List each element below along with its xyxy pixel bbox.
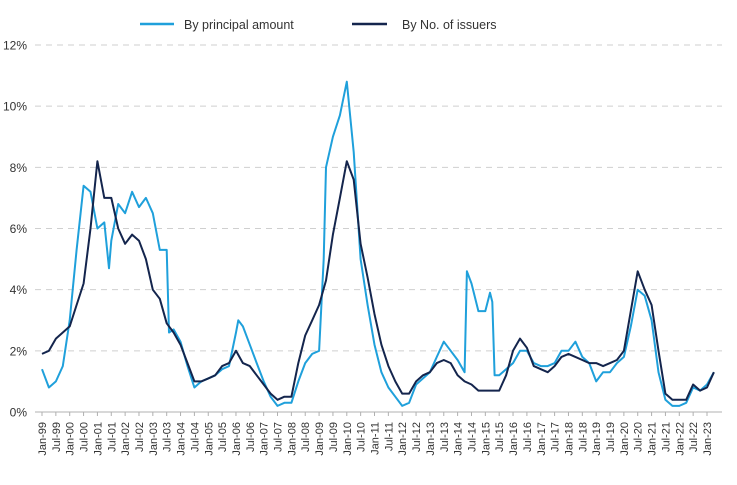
x-tick-label: Jul-19 — [605, 422, 617, 452]
x-tick-label: Jul-07 — [273, 422, 285, 452]
x-tick-label: Jan-14 — [453, 422, 465, 456]
y-tick-label: 8% — [10, 161, 28, 175]
legend-label-principal: By principal amount — [184, 18, 294, 32]
gridlines — [35, 44, 722, 352]
x-tick-label: Jul-99 — [51, 422, 63, 452]
x-tick-label: Jul-21 — [660, 422, 672, 452]
x-tick-label: Jan-11 — [370, 422, 382, 455]
x-tick-label: Jul-17 — [550, 422, 562, 452]
x-tick-label: Jul-16 — [522, 422, 534, 452]
x-tick-label: Jan-19 — [591, 422, 603, 456]
x-tick-label: Jan-07 — [259, 422, 271, 456]
x-tick-label: Jul-18 — [577, 422, 589, 452]
x-tick-label: Jan-03 — [148, 422, 160, 456]
x-tick-label: Jul-05 — [217, 422, 229, 452]
x-tick-label: Jan-01 — [92, 422, 104, 456]
x-tick-label: Jan-02 — [120, 422, 132, 456]
x-tick-label: Jan-06 — [231, 422, 243, 456]
x-tick-label: Jan-21 — [647, 422, 659, 456]
x-tick-label: Jan-09 — [314, 422, 326, 456]
x-tick-label: Jan-13 — [425, 422, 437, 456]
x-tick-label: Jan-15 — [480, 422, 492, 456]
x-tick-label: Jan-17 — [536, 422, 548, 456]
x-tick-label: Jul-06 — [245, 422, 257, 452]
y-tick-label: 0% — [10, 406, 28, 420]
x-tick-label: Jul-04 — [189, 422, 201, 452]
x-tick-label: Jul-13 — [439, 422, 451, 452]
x-tick-label: Jul-11 — [383, 422, 395, 451]
x-tick-label: Jul-12 — [411, 422, 423, 452]
x-tick-label: Jul-03 — [162, 422, 174, 452]
y-tick-label: 6% — [10, 222, 28, 236]
x-tick-label: Jul-15 — [494, 422, 506, 452]
y-tick-label: 10% — [3, 100, 27, 114]
y-tick-label: 2% — [10, 344, 28, 358]
x-tick-label: Jul-20 — [633, 422, 645, 452]
x-tick-label: Jul-00 — [79, 422, 91, 452]
x-tick-label: Jul-09 — [328, 422, 340, 452]
x-tick-label: Jul-10 — [356, 422, 368, 452]
x-tick-label: Jan-99 — [37, 422, 49, 456]
x-tick-label: Jan-16 — [508, 422, 520, 456]
x-tick-label: Jan-08 — [286, 422, 298, 456]
x-axis: Jan-99 Jul-99 Jan-00 Jul-00 Jan-01 Jul-01 Jan-… — [35, 411, 722, 456]
x-tick-label: Jan-22 — [674, 422, 686, 456]
series-line-issuers — [41, 160, 715, 401]
y-tick-label: 4% — [10, 283, 28, 297]
x-tick-label: Jul-22 — [688, 422, 700, 452]
x-tick-label: Jan-23 — [702, 422, 714, 456]
legend: By principal amount By No. of issuers — [140, 18, 496, 32]
series-line-principal — [41, 80, 715, 407]
x-tick-label: Jan-10 — [342, 422, 354, 456]
x-tick-label: Jul-02 — [134, 422, 146, 452]
y-axis: 0% 2% 4% 6% 8% 10% 12% — [3, 39, 27, 420]
x-tick-label: Jan-20 — [619, 422, 631, 456]
x-tick-label: Jan-18 — [563, 422, 575, 456]
series-lines — [41, 80, 715, 407]
x-tick-label: Jan-05 — [203, 422, 215, 456]
x-tick-label: Jan-12 — [397, 422, 409, 456]
legend-label-issuers: By No. of issuers — [402, 18, 496, 32]
x-tick-label: Jan-04 — [176, 422, 188, 456]
y-tick-label: 12% — [3, 39, 27, 53]
x-tick-label: Jan-00 — [65, 422, 77, 456]
x-tick-label: Jul-14 — [466, 422, 478, 452]
x-tick-label: Jul-01 — [106, 422, 118, 452]
x-tick-label: Jul-08 — [300, 422, 312, 452]
